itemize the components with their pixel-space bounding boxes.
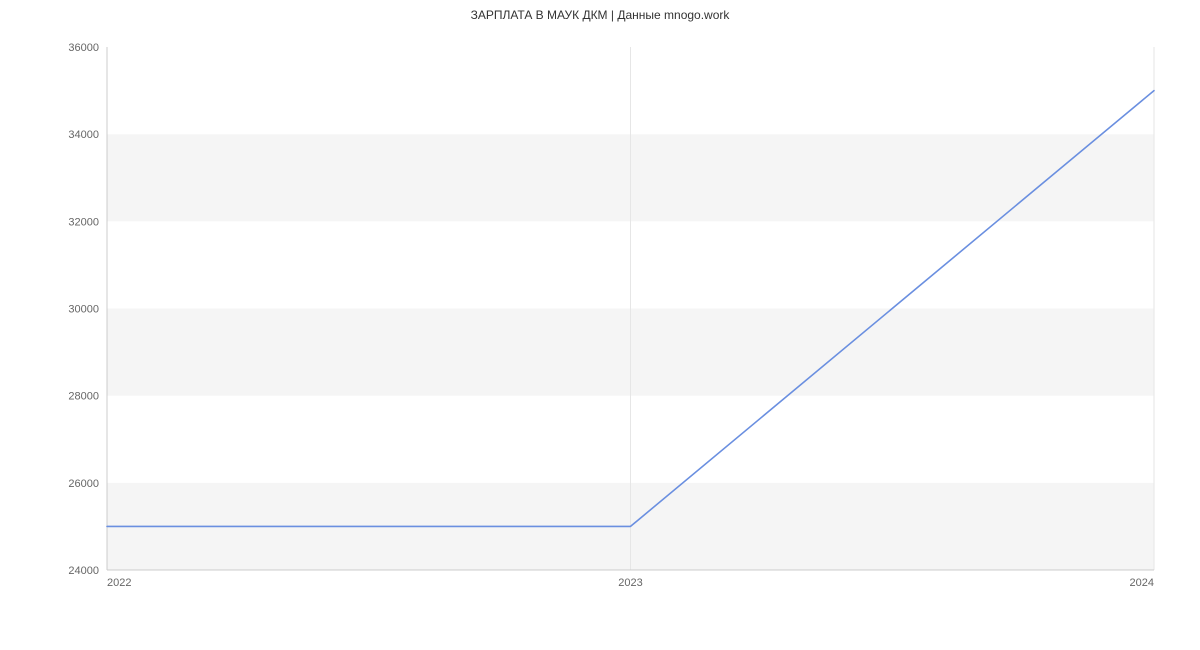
- chart-svg: 24000 26000 28000 30000 32000 34000 36000 2022 2…: [0, 0, 1200, 650]
- y-tick-label: 30000: [68, 304, 99, 316]
- y-tick-label: 32000: [68, 216, 99, 228]
- y-tick-label: 26000: [68, 478, 99, 490]
- x-tick-label: 2024: [1130, 577, 1154, 589]
- x-tick-label: 2022: [107, 577, 131, 589]
- y-tick-label: 36000: [68, 42, 99, 54]
- y-tick-label: 34000: [68, 129, 99, 141]
- y-tick-label: 28000: [68, 391, 99, 403]
- chart-title: ЗАРПЛАТА В МАУК ДКМ | Данные mnogo.work: [0, 8, 1200, 22]
- x-tick-label: 2023: [618, 577, 642, 589]
- y-tick-label: 24000: [68, 565, 99, 577]
- chart-container: ЗАРПЛАТА В МАУК ДКМ | Данные mnogo.work …: [0, 0, 1200, 650]
